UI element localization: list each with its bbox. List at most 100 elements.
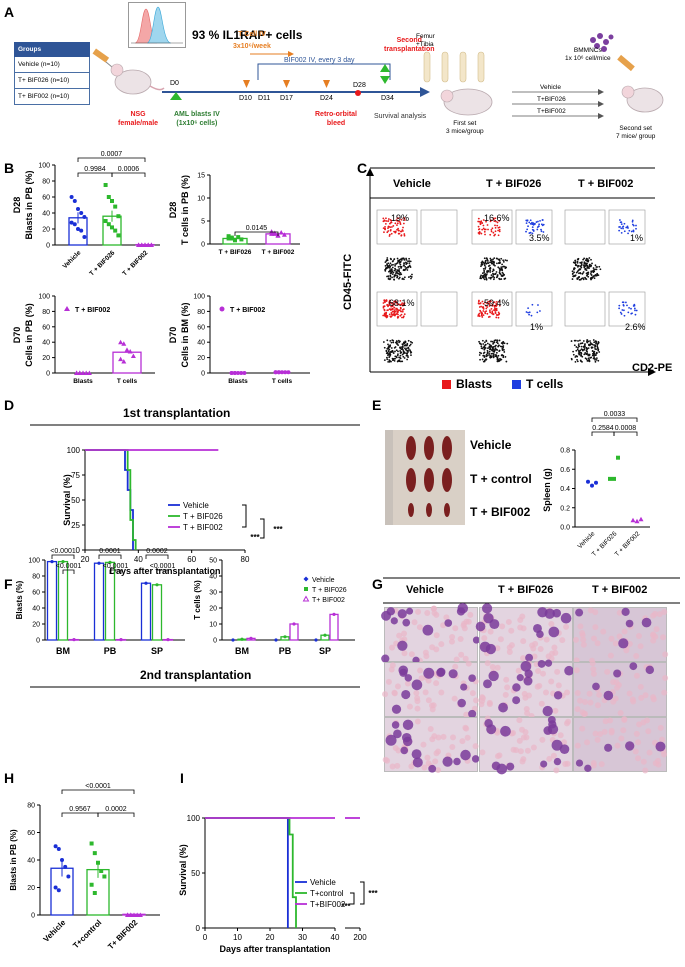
survival-analysis-label: Survival analysis <box>374 113 427 120</box>
flow-dot <box>493 276 496 279</box>
flow-dot <box>570 340 573 342</box>
flow-dot <box>399 360 402 363</box>
p-value-label: 0.2584 <box>592 425 614 432</box>
rbc-cell <box>414 705 421 712</box>
flow-dot <box>497 311 500 314</box>
flow-dot <box>578 268 581 271</box>
flow-dot <box>488 346 491 349</box>
flow-dot <box>586 351 589 353</box>
rbc-cell <box>657 724 664 731</box>
flow-dot <box>477 300 480 303</box>
flow-dot <box>496 224 499 227</box>
nucleus-cell <box>629 662 638 671</box>
flow-dot <box>633 307 636 310</box>
flow-dot <box>399 272 402 274</box>
flow-dot <box>485 278 488 281</box>
flow-dot <box>494 347 497 350</box>
rbc-cell <box>385 678 392 685</box>
flow-dot <box>490 274 493 277</box>
flow-dot <box>486 354 489 357</box>
y-tick-label: 100 <box>193 294 205 301</box>
flow-dot <box>498 226 501 229</box>
flow-dot <box>396 222 399 225</box>
flow-dot <box>583 257 586 260</box>
panel-letter-e: E <box>372 397 382 413</box>
rbc-cell <box>382 691 389 698</box>
flow-dot <box>584 352 587 354</box>
flow-dot <box>576 265 579 268</box>
flow-dot <box>589 340 591 342</box>
arm-label: T+BIF026 <box>537 96 566 103</box>
data-point <box>79 211 84 215</box>
flow-dot <box>405 354 408 357</box>
rbc-cell <box>623 647 630 654</box>
data-point <box>83 370 89 375</box>
rbc-cell <box>582 699 589 706</box>
x-tick-label: T cells <box>117 378 138 385</box>
rbc-cell <box>395 747 402 754</box>
rbc-cell <box>645 728 652 735</box>
rbc-cell <box>443 614 450 621</box>
flow-dot <box>410 354 412 357</box>
rbc-cell <box>479 697 486 704</box>
flow-dot <box>388 359 391 361</box>
y-tick-label: 40 <box>42 211 50 218</box>
nucleus-cell <box>525 653 534 662</box>
flow-dot <box>574 263 577 266</box>
legend-tcells: T cells <box>526 377 564 391</box>
rbc-cell <box>438 689 445 696</box>
p-value-label: 0.0001 <box>99 548 121 555</box>
flow-dot <box>488 343 491 346</box>
significance-bracket <box>97 812 135 817</box>
panel-a-schematic <box>92 33 664 119</box>
flow-dot <box>587 357 590 360</box>
flow-dot <box>393 278 395 281</box>
rbc-cell <box>612 640 619 647</box>
flow-dot <box>410 351 413 354</box>
rbc-cell <box>451 695 458 702</box>
histology-col-header: T + BIF026 <box>498 584 554 596</box>
flow-dot <box>633 304 636 307</box>
data-point <box>233 238 237 243</box>
flow-dot <box>382 306 385 309</box>
flow-dot <box>531 303 534 306</box>
data-point <box>226 236 231 241</box>
flow-dot <box>493 339 496 342</box>
flow-dot <box>479 302 482 304</box>
flow-dot <box>388 264 391 267</box>
significance-bracket <box>98 554 122 559</box>
flow-dot <box>578 351 581 354</box>
y-tick-label: 0 <box>46 371 50 378</box>
flow-dot <box>500 342 503 344</box>
y-axis-label: Spleen (g) <box>542 468 552 512</box>
data-point <box>82 235 87 239</box>
rbc-cell <box>479 749 486 756</box>
histology-col-header: Vehicle <box>406 584 444 596</box>
bar <box>140 582 152 641</box>
flow-dot <box>502 356 505 359</box>
rbc-cell <box>465 618 472 625</box>
flow-dot <box>503 351 506 353</box>
x-tick-label: T + BIF002 <box>614 530 642 558</box>
flow-dot <box>587 340 590 343</box>
flow-dot <box>393 309 396 312</box>
flow-dot <box>594 346 596 348</box>
data-point <box>594 480 598 485</box>
flow-dot <box>590 347 593 349</box>
femur-tibia-label: Femur +Tibia <box>416 33 435 48</box>
flow-dot <box>403 233 406 235</box>
flow-dot <box>408 344 411 347</box>
legend-label: T+control <box>310 889 344 898</box>
flow-dot <box>493 263 495 266</box>
flow-dot <box>498 304 501 307</box>
flow-dot <box>489 259 492 262</box>
x-tick-label: T+control <box>71 918 103 950</box>
x-tick-label: 20 <box>266 933 275 942</box>
flow-dot <box>392 314 394 317</box>
x-tick-label: SP <box>319 646 331 656</box>
flow-dot <box>579 339 581 342</box>
flow-dot <box>486 306 489 308</box>
flow-dot <box>620 221 623 224</box>
rbc-cell <box>484 660 491 667</box>
rbc-cell <box>661 689 668 696</box>
